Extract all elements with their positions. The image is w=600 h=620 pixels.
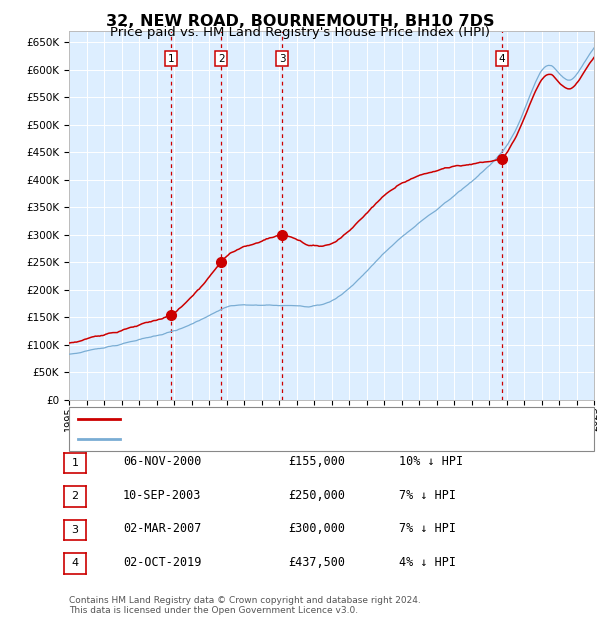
Text: 4: 4: [499, 54, 505, 64]
Text: £155,000: £155,000: [288, 456, 345, 468]
Text: 02-OCT-2019: 02-OCT-2019: [123, 556, 202, 569]
Text: 1: 1: [71, 458, 79, 468]
Text: 02-MAR-2007: 02-MAR-2007: [123, 523, 202, 535]
Text: Price paid vs. HM Land Registry's House Price Index (HPI): Price paid vs. HM Land Registry's House …: [110, 26, 490, 39]
Text: Contains HM Land Registry data © Crown copyright and database right 2024.
This d: Contains HM Land Registry data © Crown c…: [69, 596, 421, 615]
Text: 1: 1: [168, 54, 175, 64]
Text: £300,000: £300,000: [288, 523, 345, 535]
Text: 10% ↓ HPI: 10% ↓ HPI: [399, 456, 463, 468]
Text: 3: 3: [71, 525, 79, 535]
Text: 7% ↓ HPI: 7% ↓ HPI: [399, 523, 456, 535]
Text: 06-NOV-2000: 06-NOV-2000: [123, 456, 202, 468]
Text: 2: 2: [218, 54, 224, 64]
Text: 10-SEP-2003: 10-SEP-2003: [123, 489, 202, 502]
Text: HPI: Average price, detached house, Bournemouth Christchurch and Poole: HPI: Average price, detached house, Bour…: [126, 434, 514, 444]
Text: 4: 4: [71, 558, 79, 569]
Text: 3: 3: [278, 54, 285, 64]
Text: 32, NEW ROAD, BOURNEMOUTH, BH10 7DS: 32, NEW ROAD, BOURNEMOUTH, BH10 7DS: [106, 14, 494, 29]
Text: £250,000: £250,000: [288, 489, 345, 502]
Text: 7% ↓ HPI: 7% ↓ HPI: [399, 489, 456, 502]
Text: 32, NEW ROAD, BOURNEMOUTH, BH10 7DS (detached house): 32, NEW ROAD, BOURNEMOUTH, BH10 7DS (det…: [126, 414, 448, 424]
Text: 2: 2: [71, 491, 79, 502]
Text: 4% ↓ HPI: 4% ↓ HPI: [399, 556, 456, 569]
Text: £437,500: £437,500: [288, 556, 345, 569]
